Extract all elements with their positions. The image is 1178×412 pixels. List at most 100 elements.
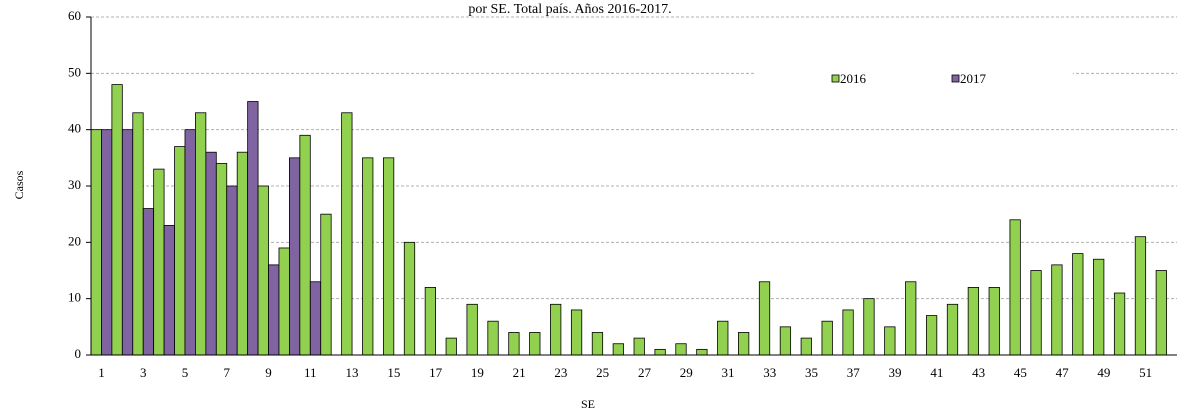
x-tick-label: 19 (471, 365, 484, 380)
x-tick-label: 29 (680, 365, 693, 380)
bar (550, 303, 562, 356)
x-tick-label: 37 (847, 365, 861, 380)
bar (884, 326, 896, 356)
bar (121, 129, 134, 356)
bar (946, 303, 959, 356)
bar (487, 320, 499, 356)
y-tick-label: 10 (68, 290, 81, 305)
y-tick-label: 40 (68, 121, 81, 136)
bar (236, 151, 249, 356)
bar (654, 348, 666, 356)
bar (341, 112, 353, 356)
bar (612, 343, 624, 356)
bar (247, 101, 259, 356)
legend-swatch (831, 74, 840, 83)
bar (1030, 270, 1042, 356)
bar (215, 163, 228, 356)
x-tick-label: 3 (140, 365, 147, 380)
x-tick-label: 51 (1139, 365, 1152, 380)
bar (257, 185, 269, 356)
bar (362, 157, 374, 356)
bar (101, 129, 113, 356)
bar (226, 185, 238, 356)
x-tick-label: 35 (805, 365, 818, 380)
bar (195, 112, 207, 356)
bar (905, 281, 917, 356)
bar (320, 213, 332, 356)
bar (268, 264, 280, 356)
legend-label: 2017 (960, 71, 987, 86)
bar (1134, 236, 1147, 356)
x-tick-label: 23 (554, 365, 567, 380)
bar (967, 286, 979, 356)
chart-title: por SE. Total país. Años 2016-2017. (468, 2, 671, 17)
x-tick-label: 17 (429, 365, 443, 380)
bar (1093, 258, 1105, 356)
x-tick-label: 27 (638, 365, 652, 380)
x-tick-label: 11 (304, 365, 317, 380)
bar (1113, 292, 1126, 356)
bar (153, 168, 165, 356)
x-tick-label: 39 (889, 365, 902, 380)
bar (299, 134, 311, 356)
bar (382, 157, 395, 356)
bar (90, 129, 102, 356)
x-tick-label: 41 (930, 365, 943, 380)
y-tick-label: 0 (75, 346, 82, 361)
bar (988, 286, 1000, 356)
bar (163, 225, 175, 356)
y-tick-label: 60 (68, 8, 81, 23)
bar (529, 332, 541, 356)
bar (1155, 270, 1167, 356)
bar (717, 320, 729, 356)
bar (1051, 264, 1063, 356)
bar (1072, 253, 1084, 356)
y-axis-label: Casos (12, 170, 26, 199)
bar (445, 337, 457, 356)
x-tick-label: 33 (763, 365, 776, 380)
bar (289, 157, 301, 356)
bar (174, 146, 186, 356)
x-tick-label: 5 (182, 365, 189, 380)
x-tick-label: 25 (596, 365, 609, 380)
bar (925, 315, 938, 356)
y-tick-label: 20 (68, 233, 81, 248)
bar (424, 286, 436, 356)
x-axis-label: SE (581, 397, 595, 411)
bar (142, 208, 155, 356)
bar (842, 309, 854, 356)
bar (633, 337, 645, 356)
x-tick-label: 47 (1056, 365, 1070, 380)
bar (591, 332, 604, 356)
x-tick-label: 43 (972, 365, 985, 380)
x-tick-label: 21 (513, 365, 526, 380)
y-tick-label: 50 (68, 64, 81, 79)
bar (738, 332, 750, 356)
bar (779, 326, 792, 356)
bar (675, 343, 687, 356)
bar (184, 129, 196, 356)
bar (696, 348, 708, 356)
bar (205, 151, 217, 356)
x-tick-label: 31 (721, 365, 734, 380)
x-tick-label: 45 (1014, 365, 1027, 380)
bar (821, 320, 833, 356)
x-tick-label: 15 (387, 365, 400, 380)
x-tick-label: 9 (265, 365, 272, 380)
bar (758, 281, 771, 356)
legend-box (755, 62, 1073, 98)
bar (1009, 219, 1021, 356)
bar (570, 309, 583, 356)
bar (278, 247, 290, 356)
bar (309, 281, 322, 356)
bar (403, 241, 416, 356)
bar (863, 298, 875, 356)
x-tick-label: 7 (224, 365, 231, 380)
bar (800, 337, 812, 356)
legend-label: 2016 (840, 71, 867, 86)
x-tick-label: 13 (346, 365, 359, 380)
bar (466, 303, 478, 356)
legend-swatch (951, 74, 960, 83)
x-tick-label: 49 (1097, 365, 1110, 380)
